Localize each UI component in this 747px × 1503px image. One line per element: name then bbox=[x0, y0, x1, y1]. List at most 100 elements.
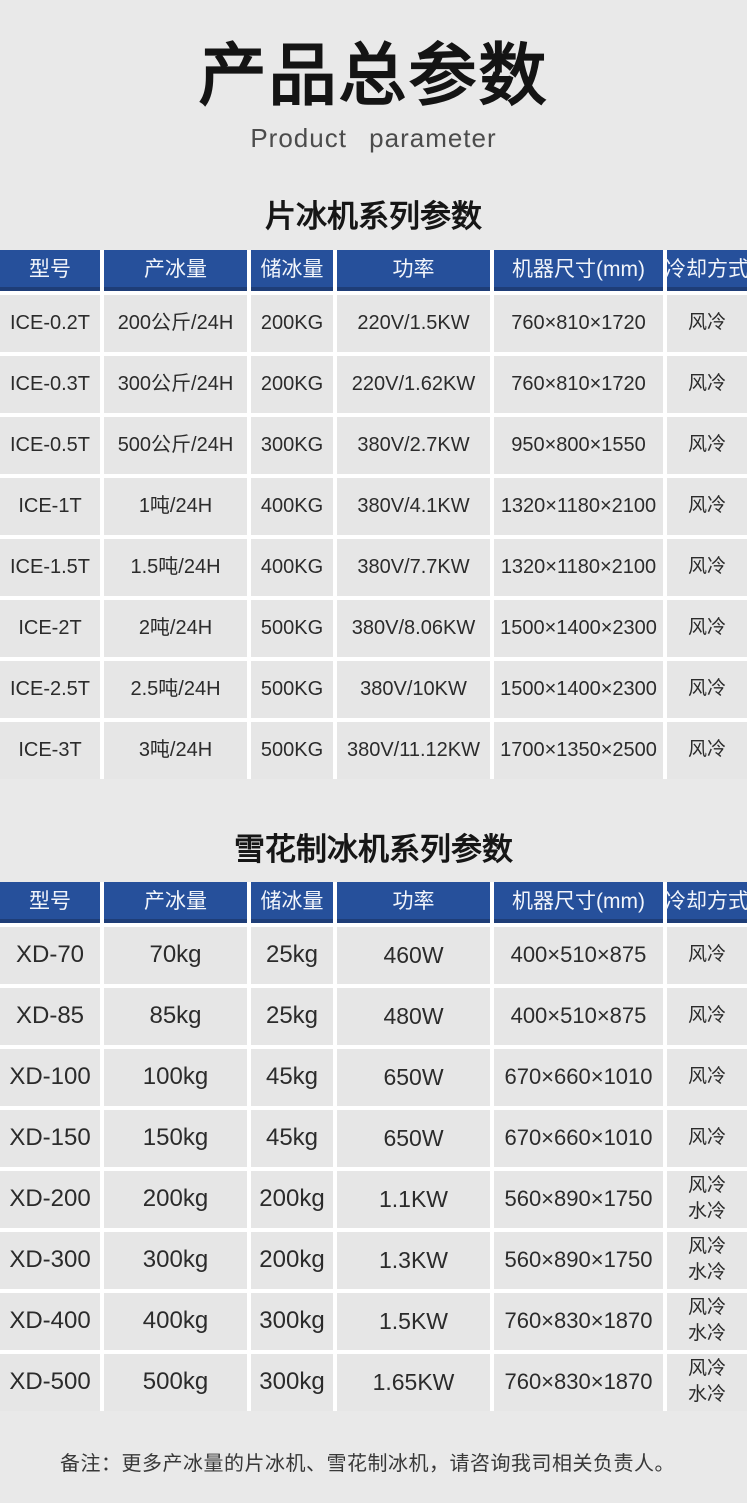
column-header-power: 功率 bbox=[337, 881, 490, 923]
column-header-model: 型号 bbox=[0, 249, 100, 291]
cell-power: 460W bbox=[337, 926, 490, 984]
cell-model: ICE-3T bbox=[0, 721, 100, 779]
cell-model: XD-200 bbox=[0, 1170, 100, 1228]
cell-dimensions: 1500×1400×2300 bbox=[494, 660, 663, 718]
cell-dimensions: 1320×1180×2100 bbox=[494, 538, 663, 596]
cell-power: 480W bbox=[337, 987, 490, 1045]
cell-power: 220V/1.62KW bbox=[337, 355, 490, 413]
cell-cooling: 风冷 bbox=[667, 355, 747, 413]
cell-model: XD-300 bbox=[0, 1231, 100, 1289]
cell-model: XD-70 bbox=[0, 926, 100, 984]
cell-dimensions: 400×510×875 bbox=[494, 926, 663, 984]
cell-cooling: 风冷 bbox=[667, 416, 747, 474]
cell-ice-output: 70kg bbox=[104, 926, 247, 984]
cell-power: 380V/4.1KW bbox=[337, 477, 490, 535]
cell-power: 1.65KW bbox=[337, 1353, 490, 1411]
cell-ice-output: 2吨/24H bbox=[104, 599, 247, 657]
page-subtitle: Product parameter bbox=[250, 123, 497, 154]
cell-ice-output: 400kg bbox=[104, 1292, 247, 1350]
cell-model: ICE-1.5T bbox=[0, 538, 100, 596]
cell-ice-storage: 300kg bbox=[251, 1292, 333, 1350]
column-header-dimensions: 机器尺寸(mm) bbox=[494, 249, 663, 291]
cell-ice-output: 200公斤/24H bbox=[104, 294, 247, 352]
cell-cooling: 风冷 水冷 bbox=[667, 1231, 747, 1289]
cell-cooling: 风冷 bbox=[667, 660, 747, 718]
cell-ice-output: 1.5吨/24H bbox=[104, 538, 247, 596]
cell-ice-storage: 200KG bbox=[251, 355, 333, 413]
cell-ice-storage: 500KG bbox=[251, 721, 333, 779]
cell-dimensions: 1320×1180×2100 bbox=[494, 477, 663, 535]
column-header-cooling: 冷却方式 bbox=[665, 249, 747, 291]
cell-ice-storage: 300kg bbox=[251, 1353, 333, 1411]
cell-power: 380V/7.7KW bbox=[337, 538, 490, 596]
cell-model: ICE-0.2T bbox=[0, 294, 100, 352]
cell-ice-output: 300kg bbox=[104, 1231, 247, 1289]
cell-cooling: 风冷 水冷 bbox=[667, 1292, 747, 1350]
cell-cooling: 风冷 bbox=[667, 1109, 747, 1167]
cell-model: ICE-0.3T bbox=[0, 355, 100, 413]
cell-power: 1.5KW bbox=[337, 1292, 490, 1350]
cell-power: 650W bbox=[337, 1048, 490, 1106]
page-header: 产品总参数 Product parameter bbox=[0, 0, 747, 154]
cell-power: 380V/8.06KW bbox=[337, 599, 490, 657]
cell-ice-storage: 25kg bbox=[251, 926, 333, 984]
cell-ice-output: 100kg bbox=[104, 1048, 247, 1106]
cell-power: 380V/10KW bbox=[337, 660, 490, 718]
cell-ice-output: 500公斤/24H bbox=[104, 416, 247, 474]
cell-ice-storage: 45kg bbox=[251, 1109, 333, 1167]
cell-dimensions: 560×890×1750 bbox=[494, 1231, 663, 1289]
cell-cooling: 风冷 bbox=[667, 294, 747, 352]
cell-model: ICE-0.5T bbox=[0, 416, 100, 474]
cell-model: ICE-1T bbox=[0, 477, 100, 535]
cell-ice-storage: 300KG bbox=[251, 416, 333, 474]
cell-ice-output: 2.5吨/24H bbox=[104, 660, 247, 718]
cell-ice-output: 200kg bbox=[104, 1170, 247, 1228]
cell-cooling: 风冷 bbox=[667, 477, 747, 535]
cell-ice-storage: 200KG bbox=[251, 294, 333, 352]
column-header-ice-output: 产冰量 bbox=[104, 249, 247, 291]
cell-cooling: 风冷 水冷 bbox=[667, 1170, 747, 1228]
cell-power: 380V/11.12KW bbox=[337, 721, 490, 779]
cell-dimensions: 1700×1350×2500 bbox=[494, 721, 663, 779]
cell-power: 380V/2.7KW bbox=[337, 416, 490, 474]
cell-dimensions: 670×660×1010 bbox=[494, 1109, 663, 1167]
cell-dimensions: 760×830×1870 bbox=[494, 1292, 663, 1350]
cell-ice-storage: 200kg bbox=[251, 1170, 333, 1228]
cell-dimensions: 760×810×1720 bbox=[494, 294, 663, 352]
column-header-power: 功率 bbox=[337, 249, 490, 291]
flake-ice-table: 型号 产冰量 储冰量 功率 机器尺寸(mm) 冷却方式 ICE-0.2T 200公斤/24H 2… bbox=[0, 249, 747, 779]
cell-dimensions: 950×800×1550 bbox=[494, 416, 663, 474]
cell-power: 1.1KW bbox=[337, 1170, 490, 1228]
cell-power: 650W bbox=[337, 1109, 490, 1167]
cell-model: XD-400 bbox=[0, 1292, 100, 1350]
cell-ice-storage: 500KG bbox=[251, 660, 333, 718]
cell-dimensions: 760×810×1720 bbox=[494, 355, 663, 413]
column-header-ice-storage: 储冰量 bbox=[251, 881, 333, 923]
column-header-cooling: 冷却方式 bbox=[665, 881, 747, 923]
section-title-snowflake-ice: 雪花制冰机系列参数 bbox=[234, 831, 513, 867]
cell-ice-output: 150kg bbox=[104, 1109, 247, 1167]
cell-dimensions: 1500×1400×2300 bbox=[494, 599, 663, 657]
cell-ice-storage: 45kg bbox=[251, 1048, 333, 1106]
column-header-ice-storage: 储冰量 bbox=[251, 249, 333, 291]
cell-cooling: 风冷 bbox=[667, 926, 747, 984]
cell-model: ICE-2T bbox=[0, 599, 100, 657]
cell-power: 1.3KW bbox=[337, 1231, 490, 1289]
cell-cooling: 风冷 水冷 bbox=[667, 1353, 747, 1411]
cell-ice-storage: 200kg bbox=[251, 1231, 333, 1289]
snowflake-ice-table: 型号 产冰量 储冰量 功率 机器尺寸(mm) 冷却方式 XD-70 70kg 25kg 460W 4… bbox=[0, 881, 747, 1411]
cell-ice-storage: 400KG bbox=[251, 538, 333, 596]
cell-dimensions: 400×510×875 bbox=[494, 987, 663, 1045]
cell-model: XD-150 bbox=[0, 1109, 100, 1167]
cell-ice-output: 500kg bbox=[104, 1353, 247, 1411]
section-title-flake-ice: 片冰机系列参数 bbox=[265, 199, 482, 235]
cell-model: XD-100 bbox=[0, 1048, 100, 1106]
cell-ice-output: 1吨/24H bbox=[104, 477, 247, 535]
cell-cooling: 风冷 bbox=[667, 987, 747, 1045]
page-title: 产品总参数 bbox=[198, 38, 549, 114]
cell-ice-storage: 400KG bbox=[251, 477, 333, 535]
cell-dimensions: 760×830×1870 bbox=[494, 1353, 663, 1411]
cell-ice-output: 85kg bbox=[104, 987, 247, 1045]
cell-cooling: 风冷 bbox=[667, 538, 747, 596]
cell-model: XD-85 bbox=[0, 987, 100, 1045]
